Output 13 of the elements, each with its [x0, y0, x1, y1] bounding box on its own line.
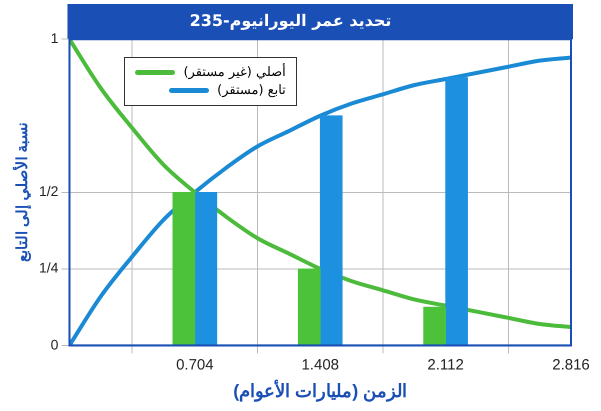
y-tick-label: 1/2 — [38, 183, 59, 200]
y-axis-title: نسبة الأصلي إلى التابع — [12, 122, 32, 262]
legend-label: أصلي (غير مستقر) — [183, 65, 286, 80]
x-tick-label: 2.112 — [427, 356, 464, 374]
x-tick-label: 1.408 — [301, 356, 340, 374]
legend-label: تابع (مستقر) — [217, 83, 286, 98]
y-tick-label: 0 — [50, 336, 59, 352]
y-tick-label: 1/4 — [38, 260, 59, 276]
x-axis-title: الزمن (مليارات الأعوام) — [233, 379, 408, 402]
x-tick-label: 2.816 — [552, 356, 590, 374]
x-tick-label: 0.704 — [176, 356, 214, 374]
chart-title: تحديد عمر اليورانيوم-235 — [190, 10, 392, 30]
y-tick-label: 1 — [50, 30, 59, 46]
